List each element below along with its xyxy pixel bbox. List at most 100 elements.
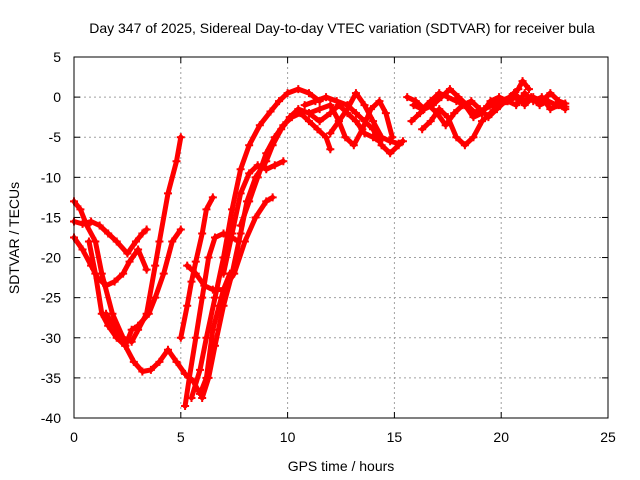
data-point [138, 367, 147, 376]
y-tick-label: -15 [41, 209, 61, 225]
data-point [546, 89, 555, 98]
data-point [236, 189, 245, 198]
data-point [326, 145, 335, 154]
data-point [123, 249, 132, 258]
data-point [512, 101, 521, 110]
data-point [181, 401, 190, 410]
data-point [452, 97, 461, 106]
y-tick-label: 0 [53, 89, 61, 105]
data-point [486, 97, 495, 106]
series-arc-14 [304, 97, 397, 150]
y-tick-label: -40 [41, 410, 61, 426]
data-point [426, 117, 435, 126]
data-point [503, 97, 512, 106]
data-point [375, 97, 384, 106]
data-point [495, 101, 504, 110]
data-point [377, 133, 386, 142]
data-point [112, 237, 121, 246]
data-point [407, 117, 416, 126]
data-point [91, 269, 100, 278]
data-point [210, 341, 219, 350]
data-point [270, 161, 279, 170]
series-arc-7 [176, 193, 217, 342]
data-point [230, 269, 239, 278]
data-point [561, 105, 570, 114]
data-point [168, 237, 177, 246]
data-point [151, 261, 160, 270]
data-point [381, 109, 390, 118]
data-point [546, 105, 555, 114]
data-point [332, 97, 341, 106]
y-tick-label: -25 [41, 290, 61, 306]
data-point [155, 237, 164, 246]
data-point [163, 345, 172, 354]
chart-title: Day 347 of 2025, Sidereal Day-to-day VTE… [89, 20, 595, 36]
axis-ticks: 0 5 10 15 20 25 5 0 -5 -10 -15 -20 -25 -30 -35 -40 [41, 49, 616, 445]
data-point [283, 89, 292, 98]
data-point [198, 293, 207, 302]
data-point [315, 117, 324, 126]
data-point [343, 105, 352, 114]
x-tick-label: 5 [177, 429, 185, 445]
data-point [245, 141, 254, 150]
series-line [327, 90, 406, 147]
data-point [300, 101, 309, 110]
data-point [129, 357, 138, 366]
data-point [236, 229, 245, 238]
data-point [398, 137, 407, 146]
data-point [76, 205, 85, 214]
data-point [146, 365, 155, 374]
data-point [187, 277, 196, 286]
data-point [351, 89, 360, 98]
data-point [394, 139, 403, 148]
data-point [270, 133, 279, 142]
data-point [418, 125, 427, 134]
data-point [262, 165, 271, 174]
data-point [87, 217, 96, 226]
data-point [236, 221, 245, 230]
data-point [386, 149, 395, 158]
y-axis-label: SDTVAR / TECUs [6, 182, 22, 294]
data-point [204, 373, 213, 382]
data-point [155, 357, 164, 366]
data-point [219, 285, 228, 294]
data-point [304, 109, 313, 118]
data-point [311, 97, 320, 106]
data-point [452, 133, 461, 142]
data-point [518, 77, 527, 86]
data-point [236, 165, 245, 174]
y-tick-label: -20 [41, 250, 61, 266]
data-point [296, 109, 305, 118]
y-tick-label: -10 [41, 169, 61, 185]
data-point [443, 93, 452, 102]
data-point [520, 89, 529, 98]
data-point [131, 237, 140, 246]
data-point [172, 157, 181, 166]
data-point [409, 101, 418, 110]
data-point [537, 93, 546, 102]
data-point [172, 357, 181, 366]
data-point [435, 105, 444, 114]
data-point [219, 301, 228, 310]
data-point [228, 229, 237, 238]
data-point [176, 333, 185, 342]
series-line [71, 219, 150, 256]
data-point [198, 393, 207, 402]
data-point [210, 293, 219, 302]
data-point [255, 121, 264, 130]
data-point [304, 89, 313, 98]
data-point [253, 173, 262, 182]
data-point [159, 269, 168, 278]
plot-frame [73, 56, 609, 419]
data-point [529, 97, 538, 106]
data-point [334, 117, 343, 126]
data-point [219, 269, 228, 278]
data-point [176, 133, 185, 142]
data-point [460, 101, 469, 110]
y-tick-label: -35 [41, 370, 61, 386]
y-tick-label: -30 [41, 330, 61, 346]
data-point [112, 325, 121, 334]
data-point [251, 213, 260, 222]
data-point [125, 257, 134, 266]
data-point [134, 321, 143, 330]
